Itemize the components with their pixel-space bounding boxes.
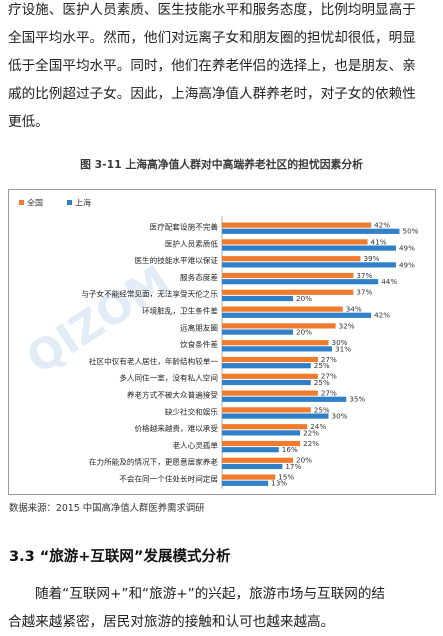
legend-swatch xyxy=(19,200,24,205)
bar xyxy=(222,480,269,486)
category-label: 远离朋友圈 xyxy=(180,322,218,332)
data-label: 32% xyxy=(339,321,355,330)
category-label: 社区中仅有老人居住，年龄结构较单一 xyxy=(89,356,218,366)
data-label: 49% xyxy=(399,244,415,253)
bar xyxy=(222,239,368,245)
category-label: 在力所能及的情况下，更愿意居家养老 xyxy=(89,457,218,467)
category-label: 饮食条件差 xyxy=(180,339,218,349)
category-label: 服务态度差 xyxy=(180,272,218,282)
data-label: 42% xyxy=(374,221,390,230)
closing-line: 合越来越紧密，居民对旅游的接触和认可也越来越高。 xyxy=(8,614,335,630)
data-label: 34% xyxy=(346,305,362,314)
data-label: 22% xyxy=(303,428,319,437)
category-label: 医疗配套设施不完善 xyxy=(150,222,219,232)
category-label: 环境脏乱，卫生条件差 xyxy=(142,306,218,316)
bar xyxy=(222,413,329,419)
category-label: 医生的技能水平难以保证 xyxy=(134,255,218,265)
data-label: 37% xyxy=(356,288,372,297)
legend-swatch xyxy=(67,200,72,205)
bar xyxy=(222,272,354,279)
category-label: 缺少社交和娱乐 xyxy=(165,406,219,416)
bar xyxy=(222,396,347,402)
data-label: 44% xyxy=(381,277,397,286)
bar xyxy=(222,346,333,352)
data-label: 31% xyxy=(335,344,351,353)
intro-paragraph: 疗设施、医护人员素质、医生技能水平和服务态度，比例均明显高于 全国平均水平。然而… xyxy=(8,0,438,136)
bar xyxy=(222,447,279,453)
intro-line: 全国平均水平。然而，他们对远离子女和朋友圈的担忧却很低，明显 xyxy=(8,30,416,46)
data-label: 25% xyxy=(314,378,330,387)
intro-line: 疗设施、医护人员素质、医生技能水平和服务态度，比例均明显高于 xyxy=(8,2,416,18)
bar xyxy=(222,430,301,436)
intro-line: 低于全国平均水平。同时，他们在养老伴侣的选择上，也是朋友、亲 xyxy=(8,58,416,74)
data-source-note: 数据来源：2015 中国高净值人群医养需求调研 xyxy=(9,503,205,514)
bar xyxy=(222,340,329,346)
category-label: 老人心灵孤单 xyxy=(172,440,218,450)
data-label: 50% xyxy=(403,227,419,236)
bar xyxy=(222,256,361,262)
data-label: 16% xyxy=(282,445,298,454)
bar xyxy=(222,323,336,329)
bar xyxy=(222,295,293,302)
data-label: 25% xyxy=(314,361,330,370)
data-label: 39% xyxy=(363,254,379,263)
bar xyxy=(222,356,318,363)
category-label: 医护人员素质低 xyxy=(165,238,219,248)
chart-frame: 全国 上海 QIZOM 医疗配套设施不完善 42% 50% 医护人员素质低 41% 49% 医生的… xyxy=(8,189,436,495)
data-label: 20% xyxy=(296,328,312,337)
intro-line: 戚的比例超过子女。因此，上海高净值人群养老时，对子女的依赖性 xyxy=(8,86,416,102)
data-label: 27% xyxy=(321,389,337,398)
data-label: 24% xyxy=(310,422,326,431)
intro-line: 更低。 xyxy=(8,114,49,130)
data-label: 25% xyxy=(314,405,330,414)
data-label: 35% xyxy=(349,395,365,404)
data-label: 15% xyxy=(278,473,294,482)
bar xyxy=(222,379,311,386)
bar xyxy=(222,390,318,396)
bar xyxy=(222,329,293,335)
data-label: 20% xyxy=(296,294,312,303)
data-label: 42% xyxy=(374,311,390,320)
bar xyxy=(222,363,311,369)
bar xyxy=(222,245,396,251)
data-label: 37% xyxy=(356,271,372,280)
bar xyxy=(222,222,372,228)
category-label: 价格越来越贵，难以承受 xyxy=(134,423,218,433)
data-label: 13% xyxy=(271,479,287,488)
category-label: 与子女不能经常见面，无法享受天伦之乐 xyxy=(81,289,218,299)
data-label: 30% xyxy=(332,412,348,421)
data-label: 17% xyxy=(285,462,301,471)
bar xyxy=(222,440,301,447)
bar xyxy=(222,289,354,295)
data-label: 27% xyxy=(321,355,337,364)
legend-label: 全国 xyxy=(27,198,43,208)
closing-line: 随着“互联网+”和“旅游+”的兴起，旅游市场与互联网的结 xyxy=(35,586,386,602)
legend-label: 上海 xyxy=(75,198,91,208)
category-label: 多人同住一室，没有私人空间 xyxy=(119,373,218,383)
data-label: 27% xyxy=(321,372,337,381)
bar xyxy=(222,407,311,413)
bar xyxy=(222,279,379,285)
data-label: 30% xyxy=(332,338,348,347)
data-label: 41% xyxy=(371,237,387,246)
data-label: 20% xyxy=(296,456,312,465)
bar xyxy=(222,373,318,379)
bar xyxy=(222,424,308,430)
category-label: 养老方式不被大众普遍接受 xyxy=(127,390,219,400)
bar xyxy=(222,474,276,480)
figure-title: 图 3-11 上海高净值人群对中高端养老社区的担忧因素分析 xyxy=(80,158,363,171)
data-label: 49% xyxy=(399,260,415,269)
bar xyxy=(222,312,372,318)
closing-paragraph: 随着“互联网+”和“旅游+”的兴起，旅游市场与互联网的结 合越来越紧密，居民对旅… xyxy=(8,580,438,636)
section-heading: 3.3 “旅游+互联网”发展模式分析 xyxy=(9,549,231,565)
category-label: 不会在同一个住处长时间定居 xyxy=(119,474,218,484)
bar xyxy=(222,228,400,234)
data-label: 22% xyxy=(303,439,319,448)
bar xyxy=(222,306,343,312)
bar xyxy=(222,457,293,463)
bar xyxy=(222,262,396,268)
bar xyxy=(222,463,283,470)
